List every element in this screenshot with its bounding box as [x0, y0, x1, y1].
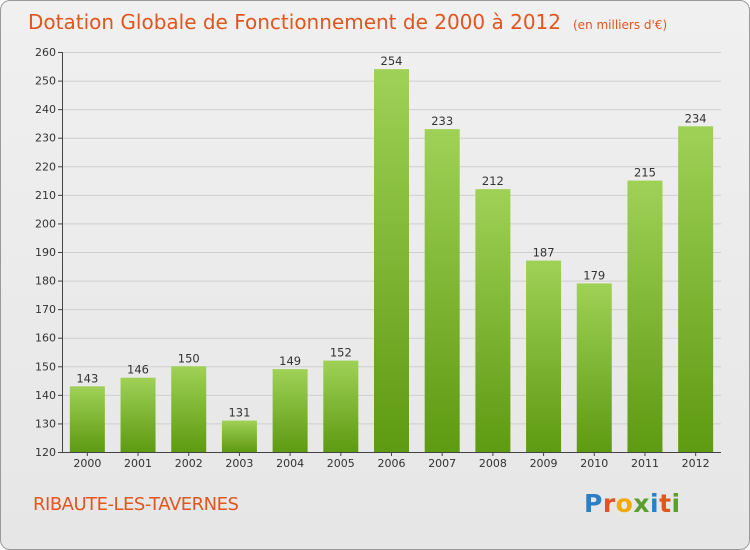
bar: [374, 69, 409, 453]
y-tick-label: 240: [35, 103, 56, 116]
value-label: 143: [76, 371, 98, 385]
y-tick-label: 160: [35, 332, 56, 345]
value-label: 179: [583, 268, 605, 282]
logo-letter: t: [659, 489, 672, 518]
value-label: 254: [381, 54, 403, 68]
bar: [627, 180, 663, 453]
bar: [424, 129, 460, 452]
bar: [221, 420, 257, 452]
y-tick-label: 130: [35, 417, 56, 430]
value-label: 212: [482, 174, 504, 188]
logo-letter: i: [671, 489, 681, 518]
value-label: 152: [330, 346, 352, 360]
logo-letter: x: [633, 489, 650, 518]
x-tick-label: 2004: [276, 457, 304, 470]
title-row: Dotation Globale de Fonctionnement de 20…: [28, 10, 667, 34]
y-tick-label: 140: [35, 389, 56, 402]
bar: [526, 260, 562, 452]
y-tick-label: 260: [35, 46, 56, 59]
bar: [475, 189, 511, 452]
x-tick-label: 2012: [682, 457, 710, 470]
y-tick-label: 150: [35, 360, 56, 373]
logo-letter: r: [602, 489, 616, 518]
bar: [272, 369, 308, 452]
chart-title: Dotation Globale de Fonctionnement de 20…: [28, 10, 561, 34]
bar: [69, 386, 105, 452]
y-tick-label: 230: [35, 132, 56, 145]
bar: [323, 360, 359, 452]
x-tick-label: 2008: [479, 457, 507, 470]
bar: [576, 283, 612, 452]
x-tick-label: 2010: [580, 457, 608, 470]
x-tick-label: 2001: [124, 457, 152, 470]
y-tick-label: 200: [35, 217, 56, 230]
y-tick-label: 210: [35, 189, 56, 202]
commune-name: RIBAUTE-LES-TAVERNES: [33, 494, 239, 515]
value-label: 149: [279, 354, 301, 368]
x-tick-label: 2006: [378, 457, 406, 470]
value-label: 150: [178, 351, 200, 365]
y-tick-label: 180: [35, 275, 56, 288]
x-tick-label: 2000: [73, 457, 101, 470]
logo-letter: P: [584, 489, 603, 518]
labels: 120 130 140 150 160 170 180 190 200 210 220 230 240 2…: [35, 46, 710, 470]
value-label: 187: [533, 246, 555, 260]
x-tick-label: 2002: [175, 457, 203, 470]
chart-subtitle: (en milliers d'€): [573, 18, 668, 32]
value-label: 233: [431, 114, 453, 128]
x-tick-label: 2003: [225, 457, 253, 470]
value-label: 131: [228, 406, 250, 420]
y-tick-label: 250: [35, 75, 56, 88]
y-tick-label: 190: [35, 246, 56, 259]
logo-letter: i: [650, 489, 660, 518]
x-tick-label: 2011: [631, 457, 659, 470]
value-label: 215: [634, 166, 656, 180]
logo-letter: o: [615, 489, 634, 518]
value-label: 146: [127, 363, 149, 377]
y-tick-label: 120: [35, 446, 56, 459]
bar: [678, 126, 714, 453]
y-tick-label: 220: [35, 160, 56, 173]
value-label: 234: [685, 111, 707, 125]
y-tick-label: 170: [35, 303, 56, 316]
x-tick-label: 2009: [530, 457, 558, 470]
x-tick-label: 2007: [428, 457, 456, 470]
bars: [69, 69, 714, 453]
proxiti-logo[interactable]: Proxiti: [584, 489, 681, 518]
x-tick-label: 2005: [327, 457, 355, 470]
bar: [171, 366, 207, 452]
axes: [58, 52, 721, 456]
bar: [120, 377, 156, 452]
